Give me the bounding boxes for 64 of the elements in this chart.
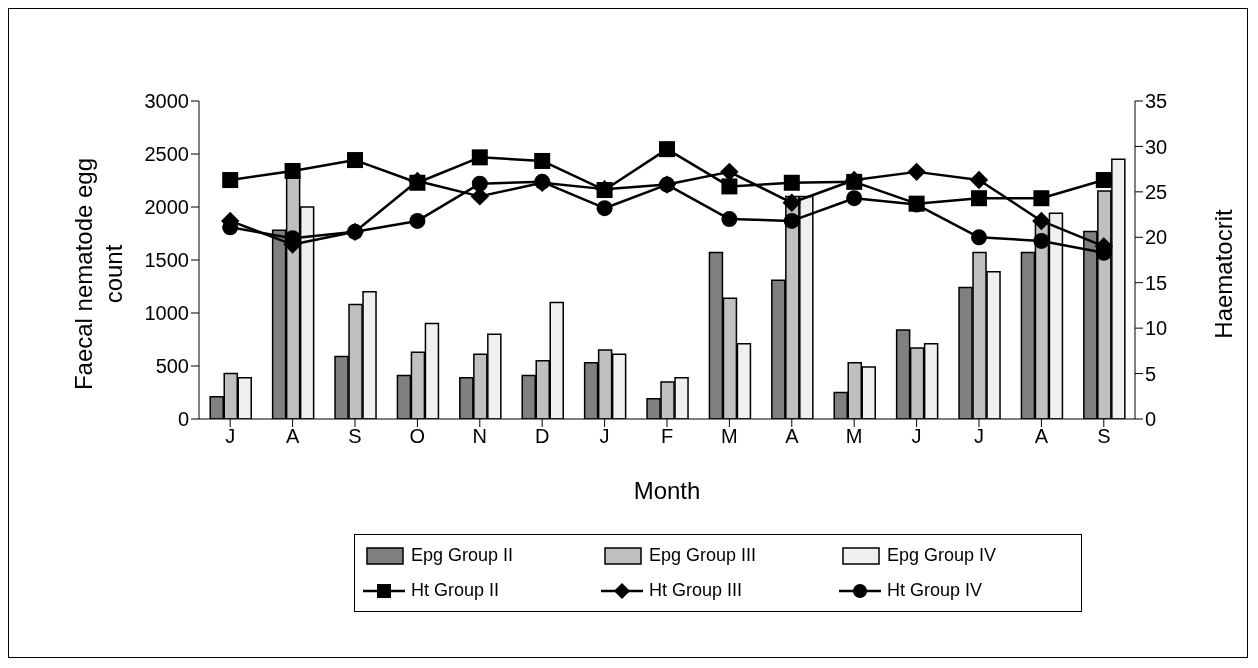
x-tick-label: D <box>534 425 550 448</box>
y-tick-label: 2000 <box>144 196 189 219</box>
point <box>721 178 738 195</box>
y-tick-label: 500 <box>155 355 189 378</box>
y2-tick-label: 35 <box>1145 90 1168 113</box>
x-tick-label: S <box>348 425 362 448</box>
y2-tick-label: 10 <box>1145 317 1168 340</box>
point <box>222 172 239 189</box>
y-tick-label: 3000 <box>144 90 189 113</box>
y-tick-label: 1500 <box>144 249 189 272</box>
point <box>409 212 426 229</box>
x-tick-label: J <box>974 425 984 448</box>
legend-label: Ht Group III <box>649 580 743 601</box>
y2-tick-label: 0 <box>1145 408 1157 431</box>
point <box>971 229 987 246</box>
point <box>534 173 551 190</box>
point <box>907 162 926 182</box>
y-tick-label: 1000 <box>144 302 189 325</box>
x-axis-title: Month <box>633 477 701 504</box>
point <box>347 152 363 169</box>
point <box>1095 172 1112 189</box>
x-tick-label: O <box>409 425 426 448</box>
point <box>721 211 738 228</box>
legend-label: Epg Group III <box>649 545 757 566</box>
point <box>782 193 801 212</box>
point <box>971 190 987 207</box>
legend-label: Ht Group IV <box>887 580 983 601</box>
point <box>284 162 301 179</box>
y-axis-title: Faecal nematode egg count <box>69 156 128 393</box>
y2-axis-title: Haematocrit <box>1209 208 1238 341</box>
y2-tick-label: 20 <box>1145 226 1168 249</box>
y2-tick-label: 15 <box>1145 271 1168 294</box>
point <box>1033 190 1050 207</box>
legend-label: Epg Group IV <box>887 545 997 566</box>
point <box>783 174 800 191</box>
x-tick-label: M <box>721 425 738 448</box>
point <box>846 190 863 207</box>
x-tick-label: A <box>1034 425 1049 448</box>
x-tick-label: N <box>472 425 488 448</box>
x-tick-label: J <box>599 425 610 448</box>
x-tick-label: M <box>845 425 863 448</box>
legend-label: Ht Group II <box>411 580 500 601</box>
point <box>969 170 989 190</box>
legend-label: Epg Group II <box>411 545 514 566</box>
point <box>596 200 613 217</box>
point <box>783 212 800 229</box>
y2-tick-label: 30 <box>1145 135 1168 158</box>
y2-tick-label: 25 <box>1145 180 1168 203</box>
x-tick-label: S <box>1097 425 1111 448</box>
x-tick-label: J <box>225 425 236 448</box>
x-tick-label: A <box>285 425 300 448</box>
point <box>534 152 551 169</box>
point <box>659 141 675 158</box>
point <box>720 162 739 182</box>
point <box>1032 211 1051 231</box>
x-tick-label: A <box>785 425 800 448</box>
y-tick-label: 0 <box>177 408 189 431</box>
point <box>1033 232 1050 249</box>
y2-tick-label: 5 <box>1145 362 1157 385</box>
point <box>471 175 488 192</box>
y-tick-label: 2500 <box>144 143 189 166</box>
x-tick-label: F <box>660 425 674 448</box>
x-tick-label: J <box>911 425 922 448</box>
point <box>471 149 488 166</box>
